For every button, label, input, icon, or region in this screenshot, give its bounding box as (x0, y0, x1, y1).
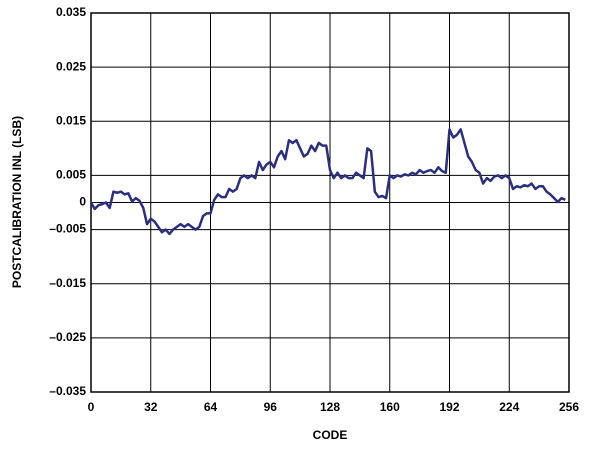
y-tick-label: 0.005 (56, 168, 86, 182)
y-tick-label: –0.015 (49, 276, 86, 290)
y-axis-label: POSTCALIBRATION INL (LSB) (10, 116, 24, 288)
y-tick-label: 0.025 (56, 59, 86, 73)
x-tick-label: 64 (204, 400, 218, 414)
data-line (89, 128, 566, 236)
x-axis-label: CODE (313, 428, 348, 442)
x-tick-label: 160 (380, 400, 400, 414)
y-tick-label: 0.015 (56, 113, 86, 127)
x-tick-label: 0 (88, 400, 95, 414)
y-tick-label: –0.005 (49, 222, 86, 236)
y-tick-label: –0.035 (49, 384, 86, 398)
x-tick-label: 96 (264, 400, 278, 414)
x-tick-label: 128 (320, 400, 340, 414)
y-tick-label: 0 (79, 195, 86, 209)
x-tick-label: 224 (499, 400, 519, 414)
x-tick-label: 32 (144, 400, 158, 414)
y-tick-label: 0.035 (56, 5, 86, 19)
x-tick-label: 192 (439, 400, 459, 414)
y-tick-label: –0.025 (49, 330, 86, 344)
x-tick-label: 256 (559, 400, 579, 414)
